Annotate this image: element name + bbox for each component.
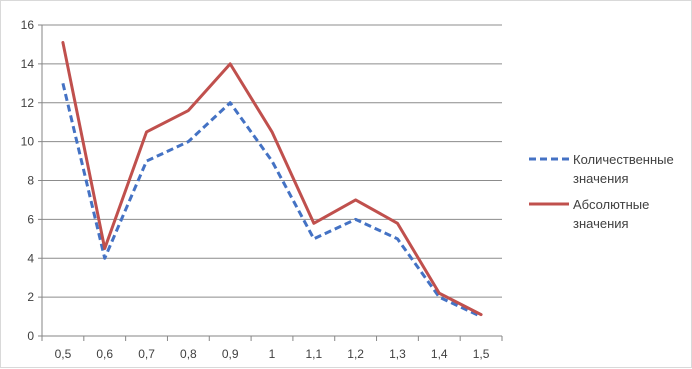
legend-label: Абсолютные — [573, 197, 649, 212]
data-point — [145, 160, 148, 163]
y-tick-label: 10 — [21, 135, 35, 149]
series-line-2 — [61, 40, 483, 317]
y-tick-label: 0 — [27, 329, 34, 343]
data-point — [187, 109, 190, 112]
legend-label: Количественные — [573, 152, 674, 167]
x-tick-label: 1 — [269, 347, 276, 361]
y-tick-label: 12 — [21, 96, 35, 110]
x-tick-label: 0,6 — [96, 347, 113, 361]
data-point — [145, 130, 148, 133]
x-tick-label: 0,7 — [138, 347, 155, 361]
series-lines — [61, 40, 483, 318]
data-point — [480, 313, 483, 316]
legend-label: значения — [573, 171, 629, 186]
data-point — [396, 237, 399, 240]
y-tick-label: 16 — [21, 18, 35, 32]
data-point — [229, 101, 232, 104]
data-point — [61, 41, 64, 44]
data-point — [187, 140, 190, 143]
data-point — [438, 296, 441, 299]
data-point — [354, 198, 357, 201]
y-tick-label: 14 — [21, 57, 35, 71]
y-tick-label: 8 — [27, 174, 34, 188]
gridlines — [42, 24, 502, 298]
x-tick-label: 1,5 — [473, 347, 490, 361]
x-tick-label: 0,5 — [55, 347, 72, 361]
x-tick-label: 1,2 — [347, 347, 364, 361]
y-tick-label: 2 — [27, 290, 34, 304]
x-tick-label: 0,9 — [222, 347, 239, 361]
data-point — [312, 222, 315, 225]
data-point — [438, 292, 441, 295]
y-tick-label: 4 — [27, 251, 34, 265]
y-tick-label: 6 — [27, 212, 34, 226]
data-point — [229, 62, 232, 65]
axes — [38, 24, 503, 341]
data-point — [103, 257, 106, 260]
y-tick-labels: 0 2 4 6 8 10 12 14 16 — [21, 18, 35, 343]
data-point — [312, 237, 315, 240]
x-tick-label: 1,4 — [431, 347, 448, 361]
data-point — [271, 160, 274, 163]
data-point — [103, 247, 106, 250]
x-tick-label: 0,8 — [180, 347, 197, 361]
data-point — [271, 130, 274, 133]
legend: Количественные значения Абсолютные значения — [529, 152, 674, 231]
data-point — [396, 222, 399, 225]
series-line-1 — [61, 82, 482, 318]
legend-label: значения — [573, 216, 629, 231]
x-tick-labels: 0,5 0,6 0,7 0,8 0,9 1 1,1 1,2 1,3 1,4 1,5 — [55, 347, 490, 361]
x-tick-label: 1,3 — [389, 347, 406, 361]
data-point — [61, 82, 64, 85]
data-point — [354, 218, 357, 221]
x-tick-label: 1,1 — [305, 347, 322, 361]
